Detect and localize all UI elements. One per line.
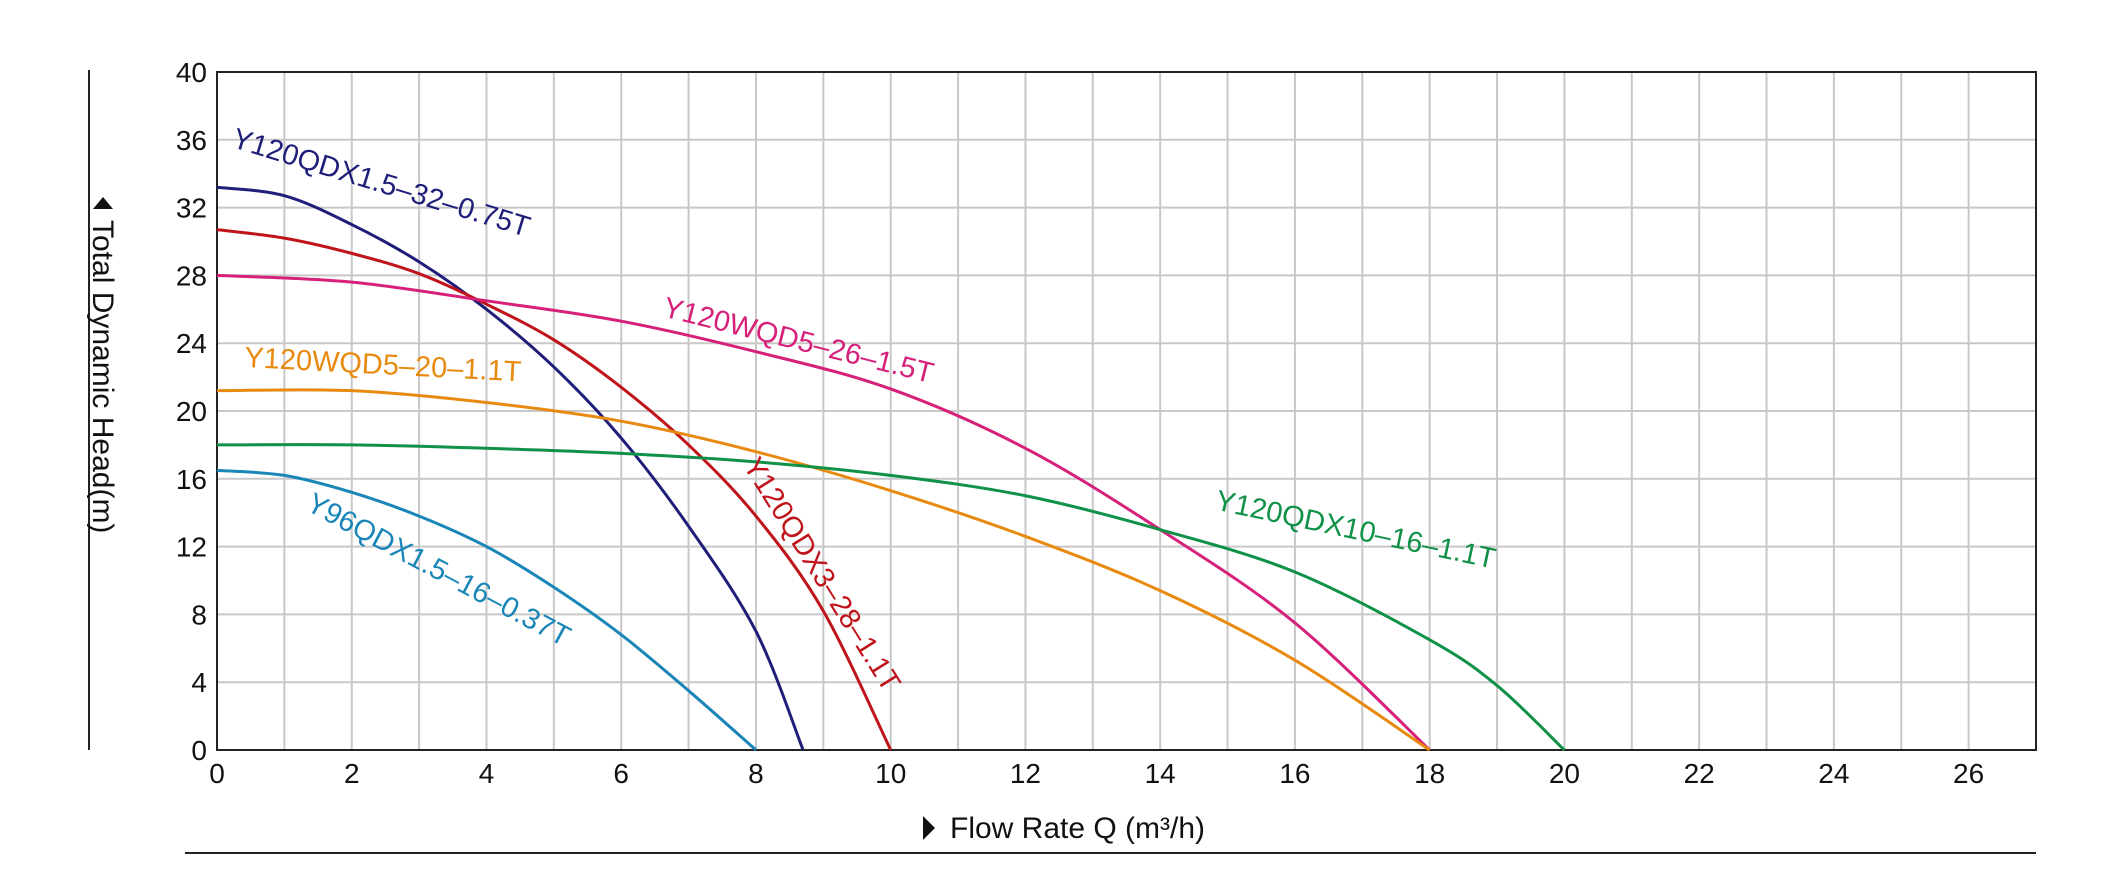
y-axis-arrow-icon — [93, 197, 113, 209]
series-label-4: Y120WQD5–20–1.1T — [244, 342, 523, 388]
y-tick-label: 4 — [191, 667, 207, 698]
series-line-2 — [216, 228, 893, 751]
x-axis-arrow-icon — [923, 816, 935, 840]
y-tick-label: 0 — [191, 735, 207, 766]
x-tick-label: 24 — [1818, 758, 1849, 789]
plot-frame — [216, 71, 2037, 751]
series-line-4 — [216, 388, 1431, 752]
x-tick-label: 8 — [748, 758, 764, 789]
x-tick-label: 16 — [1279, 758, 1310, 789]
y-tick-label: 28 — [176, 260, 207, 291]
y-tick-label: 16 — [176, 464, 207, 495]
y-axis-title-group: Total Dynamic Head(m) — [86, 197, 119, 533]
y-tick-label: 12 — [176, 532, 207, 563]
y-tick-label: 8 — [191, 599, 207, 630]
y-tick-label: 24 — [176, 328, 207, 359]
series-line-3 — [216, 273, 1431, 752]
tick-label-layer: 0 2 4 6 8 10 12 14 16 18 20 22 24 2604812162024283236… — [176, 57, 1984, 789]
x-tick-label: 20 — [1549, 758, 1580, 789]
x-tick-label: 2 — [344, 758, 360, 789]
x-tick-label: 10 — [875, 758, 906, 789]
series-label-3: Y120WQD5–26–1.5T — [660, 292, 937, 390]
series-label-5: Y120QDX10–16–1.1T — [1213, 485, 1499, 576]
series-line-5 — [216, 443, 1566, 752]
series-label-6: Y96QDX1.5–16–0.37T — [301, 487, 575, 653]
y-axis-title: Total Dynamic Head(m) — [86, 220, 119, 533]
x-tick-label: 6 — [613, 758, 629, 789]
y-tick-label: 40 — [176, 57, 207, 88]
x-tick-label: 26 — [1953, 758, 1984, 789]
y-tick-label: 20 — [176, 396, 207, 427]
x-tick-label: 4 — [479, 758, 495, 789]
x-axis-title: Flow Rate Q (m³/h) — [950, 812, 1205, 845]
y-tick-label: 32 — [176, 193, 207, 224]
curve-layer — [216, 185, 1566, 752]
x-tick-label: 12 — [1010, 758, 1041, 789]
series-line-6 — [216, 468, 757, 752]
x-tick-label: 18 — [1414, 758, 1445, 789]
x-tick-label: 22 — [1684, 758, 1715, 789]
x-tick-label: 0 — [209, 758, 225, 789]
x-tick-label: 14 — [1145, 758, 1176, 789]
y-tick-label: 36 — [176, 125, 207, 156]
series-line-1 — [216, 185, 805, 751]
series-label-1: Y120QDX1.5–32–0.75T — [228, 123, 534, 244]
grid-layer — [216, 71, 2037, 751]
